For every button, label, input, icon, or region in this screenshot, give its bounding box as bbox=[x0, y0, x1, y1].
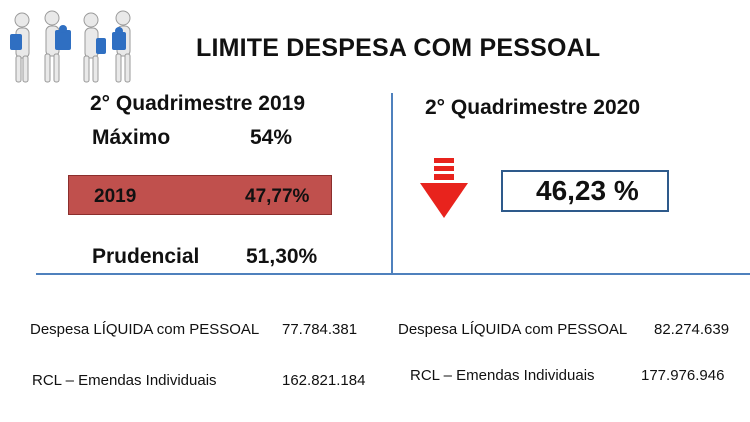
despesa-2020-label: Despesa LÍQUIDA com PESSOAL bbox=[398, 321, 628, 338]
maximo-value: 54% bbox=[250, 126, 293, 149]
prudencial-value: 51,30% bbox=[246, 245, 318, 268]
red-down-arrow-icon bbox=[420, 158, 468, 218]
vertical-divider bbox=[391, 93, 393, 274]
value-2019-box bbox=[68, 175, 332, 215]
year-2019-label: 2019 bbox=[94, 186, 137, 207]
period-2020-heading: 2° Quadrimestre 2020 bbox=[425, 96, 641, 119]
rcl-2020-label: RCL – Emendas Individuais bbox=[410, 367, 595, 384]
despesa-2019-value: 77.784.381 bbox=[282, 321, 358, 338]
rcl-2020-value: 177.976.946 bbox=[641, 367, 725, 384]
page-title: LIMITE DESPESA COM PESSOAL bbox=[196, 34, 601, 62]
prudencial-label: Prudencial bbox=[92, 245, 200, 268]
value-2019: 47,77% bbox=[245, 186, 310, 207]
maximo-label: Máximo bbox=[92, 126, 171, 149]
rcl-2019-label: RCL – Emendas Individuais bbox=[32, 372, 217, 389]
period-2019-heading: 2° Quadrimestre 2019 bbox=[90, 92, 306, 115]
value-2020-box bbox=[501, 170, 669, 212]
people-puzzle-illustration bbox=[8, 8, 140, 90]
horizontal-divider bbox=[36, 273, 750, 275]
despesa-2020-value: 82.274.639 bbox=[654, 321, 730, 338]
despesa-2019-label: Despesa LÍQUIDA com PESSOAL bbox=[30, 321, 260, 338]
rcl-2019-value: 162.821.184 bbox=[282, 372, 366, 389]
value-2020: 46,23 % bbox=[536, 175, 639, 206]
